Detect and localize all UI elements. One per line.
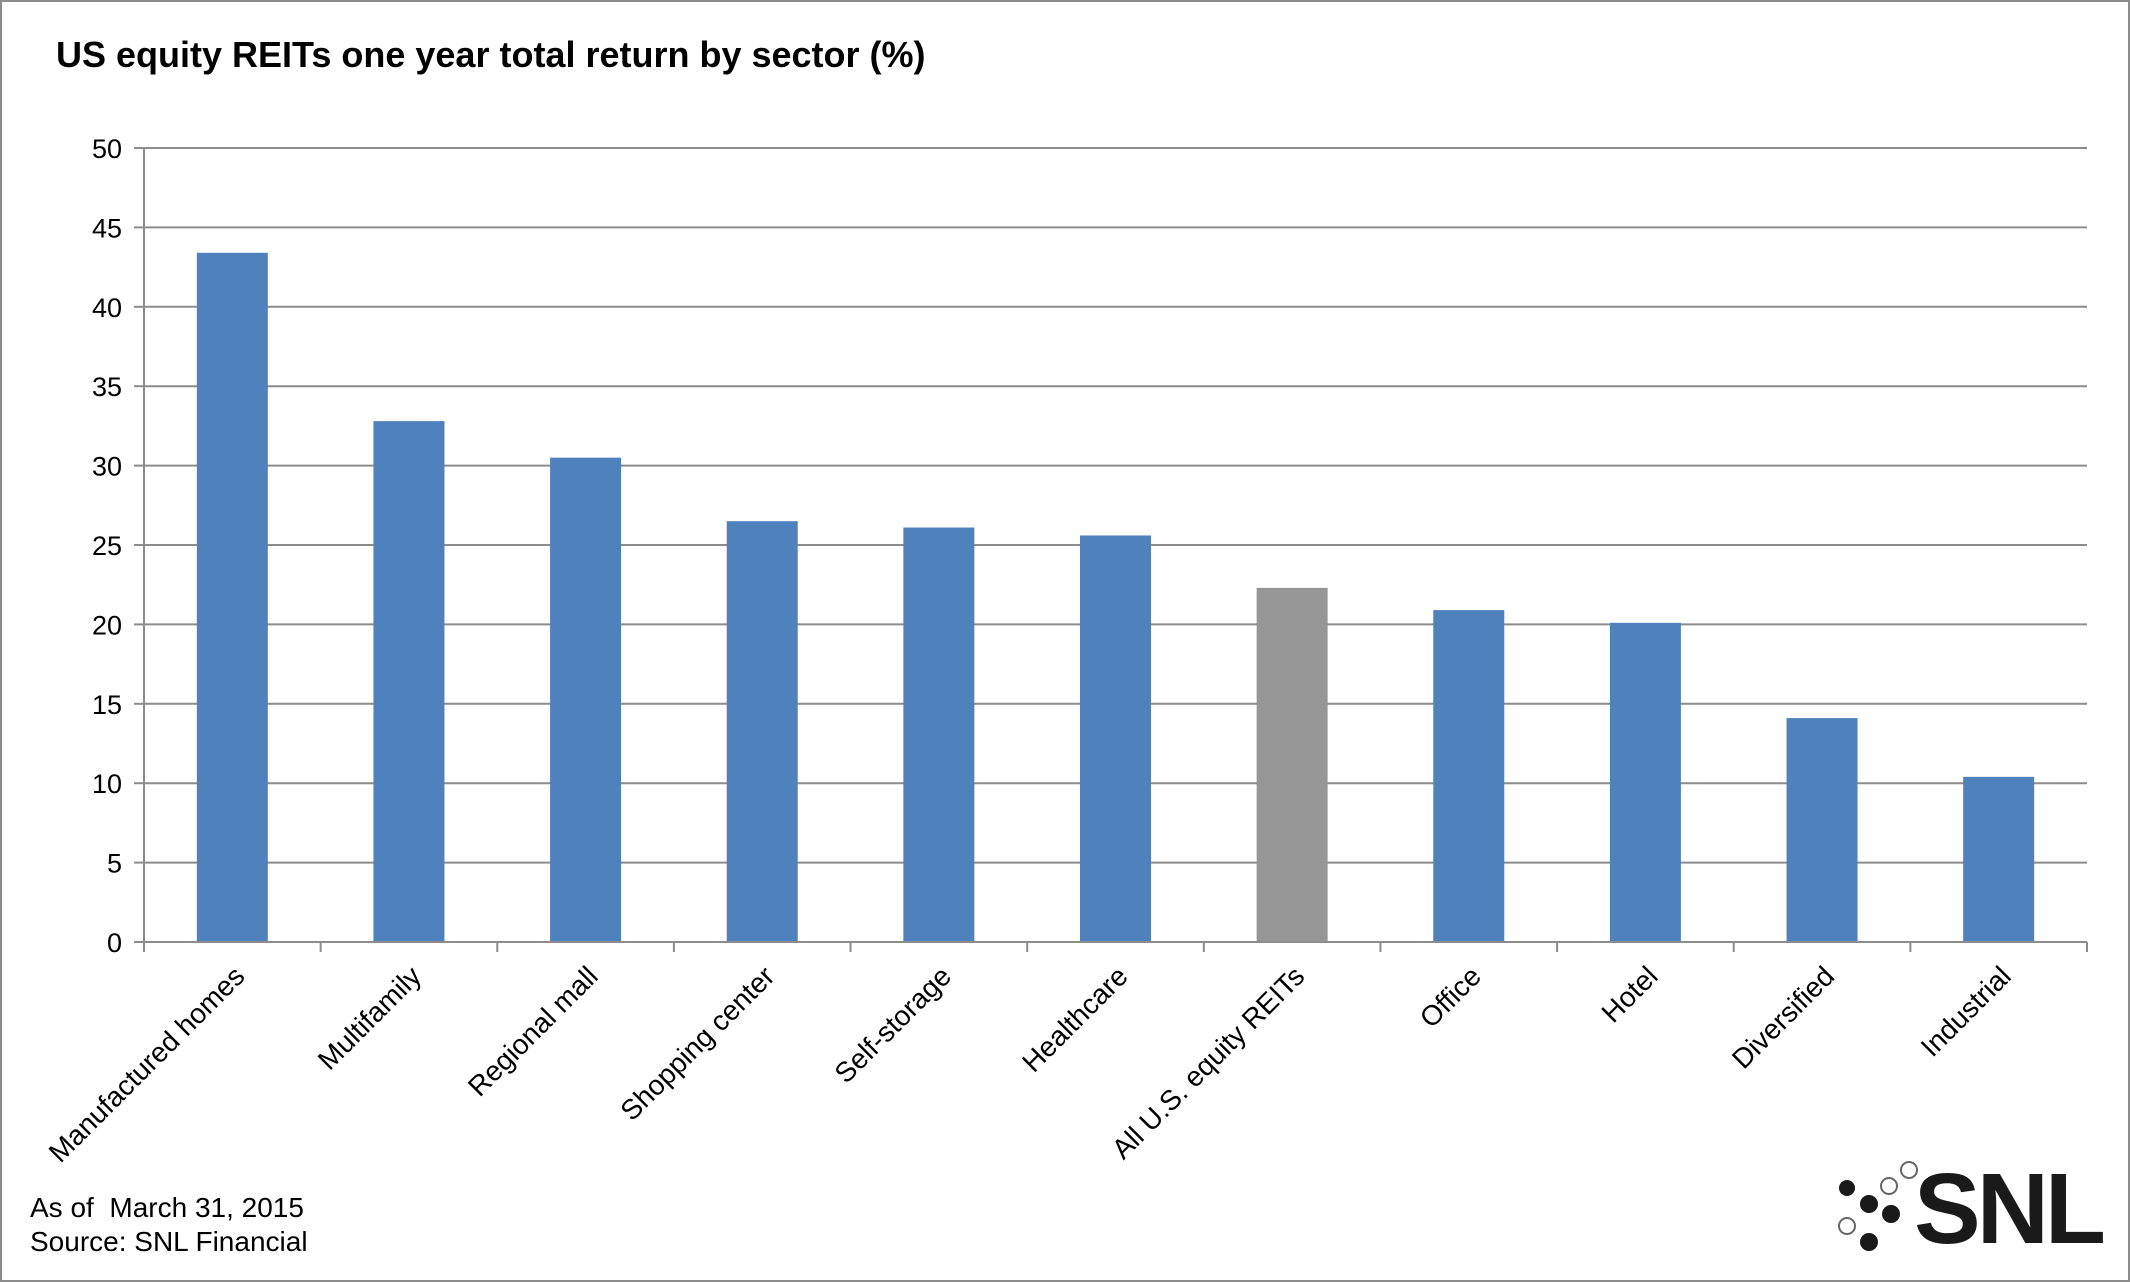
y-tick-label: 5 <box>107 849 122 879</box>
bar-manufactured-homes <box>196 252 268 943</box>
x-tick-label: Manufactured homes <box>43 960 251 1168</box>
y-tick-label: 50 <box>92 134 122 164</box>
bar-hotel <box>1609 622 1681 942</box>
bar-self-storage <box>903 527 975 942</box>
source-note: Source: SNL Financial <box>30 1226 308 1257</box>
x-tick-label: Hotel <box>1596 960 1664 1028</box>
x-tick-label: All U.S. equity REITs <box>1106 960 1311 1165</box>
y-tick-label: 15 <box>92 690 122 720</box>
y-tick-label: 0 <box>107 928 122 958</box>
y-tick-label: 30 <box>92 452 122 482</box>
x-tick-label: Multifamily <box>312 960 427 1075</box>
x-tick-label: Self-storage <box>828 960 957 1089</box>
y-tick-label: 40 <box>92 293 122 323</box>
bar-industrial <box>1963 776 2035 942</box>
y-tick-label: 45 <box>92 213 122 243</box>
as-of-date: As of March 31, 2015 <box>30 1192 304 1223</box>
bar-regional-mall <box>550 457 622 942</box>
y-tick-label: 10 <box>92 769 122 799</box>
bar-office <box>1433 610 1505 942</box>
y-tick-label: 20 <box>92 610 122 640</box>
bar-healthcare <box>1080 535 1151 942</box>
dots-icon <box>1838 1161 1918 1251</box>
x-tick-label: Industrial <box>1915 960 2017 1062</box>
x-tick-label: Regional mall <box>462 960 604 1102</box>
y-tick-label: 35 <box>92 372 122 402</box>
x-tick-label: Healthcare <box>1016 960 1134 1078</box>
x-axis <box>143 148 2088 952</box>
x-axis-labels: Manufactured homes Multifamily Regional ma… <box>43 960 2017 1168</box>
logo-text: SNL <box>1914 1153 2106 1265</box>
x-tick-label: Diversified <box>1726 960 1840 1074</box>
bar-multifamily <box>373 421 445 942</box>
bar-diversified <box>1786 718 1858 942</box>
bar-shopping-center <box>726 521 798 942</box>
y-axis-ticks: 0 5 10 15 20 25 30 35 40 45 50 <box>92 134 144 958</box>
x-tick-label: Office <box>1414 960 1487 1033</box>
y-tick-label: 25 <box>92 531 122 561</box>
bar-all-u-s-equity-reits <box>1256 587 1328 942</box>
bars <box>196 252 2035 943</box>
snl-logo: SNL <box>1834 1153 2106 1268</box>
x-tick-label: Shopping center <box>614 960 780 1126</box>
chart-title: US equity REITs one year total return by… <box>56 34 926 75</box>
